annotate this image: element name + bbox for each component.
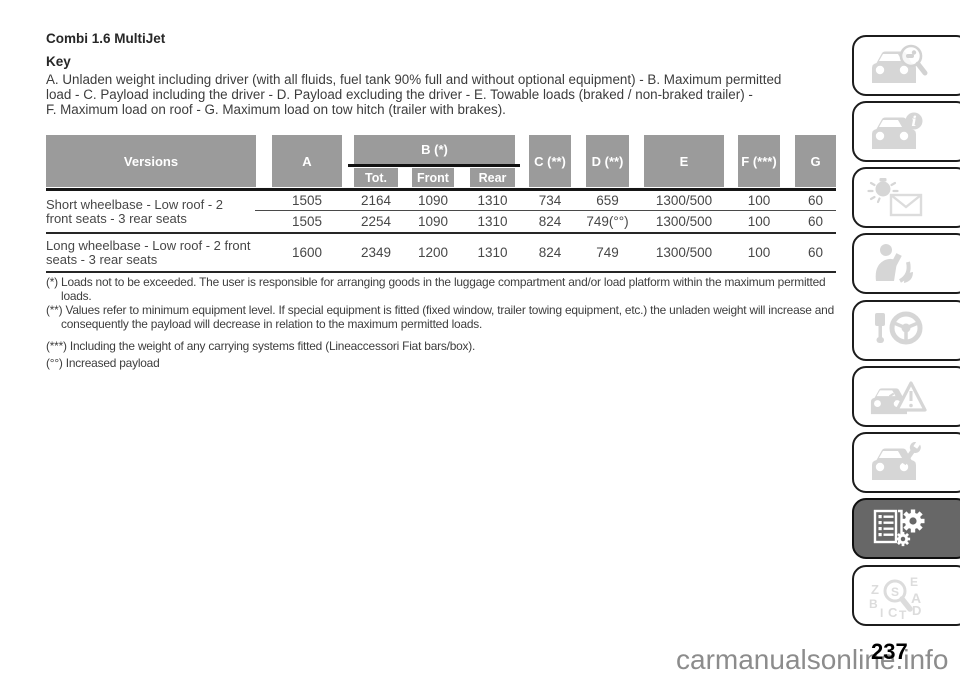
footnote: (°°) Increased payload xyxy=(46,355,160,370)
data-cell: 1090 xyxy=(417,193,449,208)
sidebar-tab-in-an-emergency[interactable] xyxy=(852,366,960,427)
column-header-b-rear: Rear xyxy=(470,168,515,187)
column-header-c: C (**) xyxy=(529,135,571,187)
page-number: 237 xyxy=(871,639,908,664)
column-header-versions: Versions xyxy=(46,135,256,187)
svg-text:E: E xyxy=(910,575,918,589)
column-header-g: G xyxy=(795,135,836,187)
key-description: A. Unladen weight including driver (with… xyxy=(46,72,782,117)
data-cell: 1600 xyxy=(291,245,323,260)
data-cell: 100 xyxy=(747,214,771,229)
data-cell: 734 xyxy=(538,193,562,208)
data-cell: 1505 xyxy=(291,193,323,208)
sidebar-tab-technical-specifications[interactable] xyxy=(852,498,960,559)
sidebar-tab-index[interactable]: Z E B A I C T D S xyxy=(852,565,960,626)
data-cell: 2349 xyxy=(360,245,392,260)
data-cell: 100 xyxy=(747,245,771,260)
footnote: (*) Loads not to be exceeded. The user i… xyxy=(46,275,826,303)
key-steering-wheel-icon xyxy=(875,311,923,344)
sidebar-tab-warning-lights[interactable] xyxy=(852,167,960,228)
data-cell: 1300/500 xyxy=(655,245,713,260)
data-cell: 749(°°) xyxy=(586,214,629,229)
svg-text:I: I xyxy=(880,606,883,619)
sidebar-tab-knowing-your-car[interactable] xyxy=(852,35,960,96)
data-cell: 100 xyxy=(747,193,771,208)
sidebar-tab-dashboard-info[interactable]: i xyxy=(852,101,960,162)
data-cell: 659 xyxy=(596,193,619,208)
column-header-b-tot: Tot. xyxy=(354,168,398,187)
data-cell: 2254 xyxy=(360,214,392,229)
group-separator-line xyxy=(46,232,836,234)
warning-light-envelope-icon xyxy=(867,177,923,216)
svg-text:i: i xyxy=(911,114,916,130)
footnote: (**) Values refer to minimum equipment l… xyxy=(46,303,834,331)
table-row: 1600 2349 1200 1310 824 749 1300/500 100… xyxy=(46,234,836,271)
data-cell: 1300/500 xyxy=(655,214,713,229)
sidebar-tab-safety[interactable] xyxy=(852,233,960,294)
data-cell: 1310 xyxy=(477,193,508,208)
header-separator-line xyxy=(46,188,836,191)
data-cell: 1090 xyxy=(417,214,449,229)
page-title: Combi 1.6 MultiJet xyxy=(46,31,166,46)
data-cell: 749 xyxy=(596,245,619,260)
data-cell: 60 xyxy=(807,193,824,208)
table-row: 1505 2164 1090 1310 734 659 1300/500 100… xyxy=(46,191,836,210)
data-cell: 824 xyxy=(538,245,562,260)
svg-text:S: S xyxy=(891,585,899,599)
data-cell: 60 xyxy=(807,245,824,260)
data-cell: 60 xyxy=(807,214,824,229)
column-header-b-front: Front xyxy=(412,168,454,187)
data-cell: 1505 xyxy=(291,214,323,229)
column-header-e: E xyxy=(644,135,724,187)
svg-text:C: C xyxy=(888,605,898,619)
table-row-group: Short wheelbase - Low roof - 2 front sea… xyxy=(46,191,836,232)
watermark: carmanualsonline.info xyxy=(676,644,949,675)
row-group-label: Long wheelbase - Low roof - 2 front seat… xyxy=(46,237,251,267)
row-group-label: Short wheelbase - Low roof - 2 front sea… xyxy=(46,196,224,226)
weights-table: Versions A B (*) Tot. Front Rear C (**) … xyxy=(46,135,836,273)
data-cell: 1310 xyxy=(477,214,508,229)
table-bottom-line xyxy=(46,271,836,273)
svg-text:A: A xyxy=(911,590,921,606)
b-group-underline xyxy=(348,164,520,167)
car-info-icon: i xyxy=(872,112,923,149)
car-wrench-icon xyxy=(872,439,922,480)
column-header-a: A xyxy=(272,135,342,187)
column-header-f: F (***) xyxy=(738,135,780,187)
svg-text:D: D xyxy=(912,603,921,618)
svg-text:Z: Z xyxy=(871,582,879,597)
data-cell: 824 xyxy=(538,214,562,229)
sidebar-tab-starting-and-driving[interactable] xyxy=(852,300,960,361)
alphabet-index-search-icon: Z E B A I C T D S xyxy=(869,575,921,619)
column-header-d: D (**) xyxy=(586,135,629,187)
data-cell: 1200 xyxy=(417,245,449,260)
data-cell: 1310 xyxy=(477,245,508,260)
sidebar-tab-servicing-and-care[interactable] xyxy=(852,432,960,493)
svg-text:B: B xyxy=(869,597,878,611)
car-magnifier-icon xyxy=(872,44,928,83)
footnotes: (*) Loads not to be exceeded. The user i… xyxy=(46,275,848,370)
data-cell: 1300/500 xyxy=(655,193,713,208)
spec-sheet-gears-icon xyxy=(873,509,925,546)
svg-text:T: T xyxy=(899,608,907,619)
partial-row-separator xyxy=(255,210,836,211)
table-row-group: Long wheelbase - Low roof - 2 front seat… xyxy=(46,234,836,271)
car-warning-triangle-icon xyxy=(870,380,927,414)
table-row: 1505 2254 1090 1310 824 749(°°) 1300/500… xyxy=(46,211,836,232)
data-cell: 2164 xyxy=(360,193,392,208)
footnote: (***) Including the weight of any carryi… xyxy=(46,339,476,353)
seatbelt-safety-icon xyxy=(875,243,913,283)
key-heading: Key xyxy=(46,54,71,69)
column-header-b-group: B (*) xyxy=(354,135,515,164)
table-header: Versions A B (*) Tot. Front Rear C (**) … xyxy=(46,135,836,187)
